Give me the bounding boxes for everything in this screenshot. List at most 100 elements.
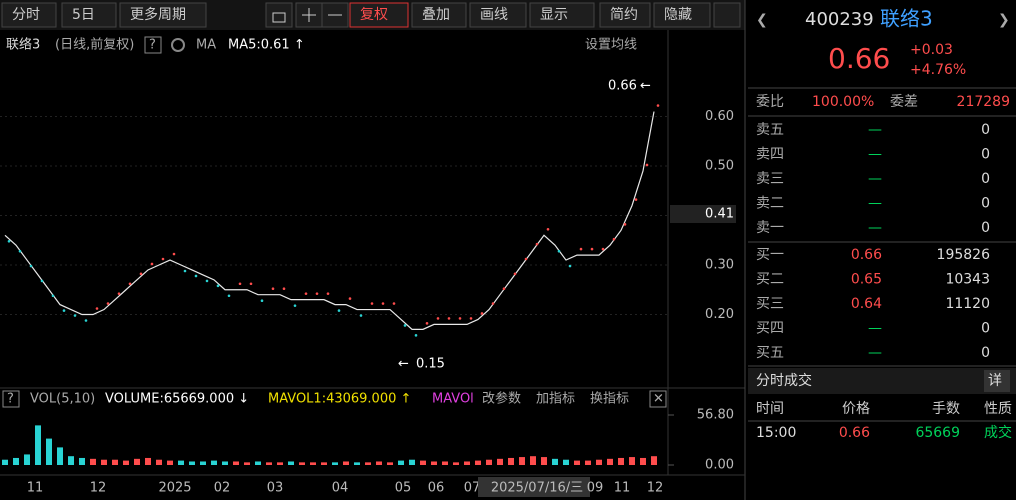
indicator-button[interactable]: 加指标 [536, 392, 575, 407]
price-dot [73, 314, 77, 317]
next-arrow[interactable]: ❯ [998, 12, 1010, 28]
indicator-buttons: 改参数 加指标 换指标 [482, 391, 629, 407]
volume-bar [486, 459, 492, 465]
gear-icon[interactable] [171, 38, 185, 52]
detail-button[interactable] [984, 370, 1010, 392]
y-tick-label: 0.20 [705, 307, 734, 322]
indicator-button[interactable]: 改参数 [482, 391, 521, 407]
volume-bar [35, 425, 41, 465]
book-qty: 0 [981, 345, 990, 361]
tool-button[interactable] [653, 2, 711, 28]
price-dot [414, 334, 418, 337]
x-tick-label: 05 [395, 481, 412, 496]
price-dot [150, 262, 154, 266]
price-dot [260, 299, 264, 303]
tool-button[interactable] [61, 2, 117, 28]
price-dot [238, 282, 242, 286]
volume-bar [629, 457, 635, 465]
price-dot [18, 249, 22, 253]
book-label: 买五 [756, 345, 784, 361]
price-dot [304, 292, 308, 295]
volume-bar [200, 461, 206, 465]
price-dot [227, 294, 231, 298]
lock-button[interactable] [265, 2, 293, 28]
tool-label: 简约 [610, 6, 638, 23]
price-dot [117, 292, 121, 295]
price-dot [95, 307, 99, 310]
price-dot [183, 269, 187, 273]
book-label: 卖二 [756, 196, 784, 212]
book-price: — [868, 321, 882, 337]
volume-bar [233, 461, 239, 465]
x-tick-label: 11 [27, 481, 44, 496]
tool-button[interactable] [529, 2, 595, 28]
price-dot [172, 252, 176, 256]
book-label: 卖三 [756, 171, 784, 187]
trades-col-header: 性质 [984, 401, 1012, 417]
ma-settings[interactable]: 设置均线 [585, 38, 637, 53]
x-tick-label: 12 [90, 481, 107, 496]
weicha-label: 委差 [890, 94, 918, 110]
tool-button[interactable] [349, 2, 409, 28]
prev-arrow[interactable]: ❮ [756, 12, 768, 28]
x-tick-label: 2025/07/16/三 [491, 481, 583, 496]
x-tick-label: 02 [214, 481, 231, 496]
book-label: 买四 [756, 321, 784, 337]
help-icon[interactable] [144, 36, 162, 54]
low-arrow: ← [398, 357, 409, 372]
book-price: — [868, 171, 882, 187]
indicator-button[interactable]: 换指标 [590, 392, 629, 407]
x-tick-label: 2025 [158, 481, 191, 496]
tool-button[interactable] [411, 2, 467, 28]
next-button[interactable] [713, 2, 741, 28]
ma-label: MA [196, 38, 216, 53]
quote-name: 联络3 [880, 7, 933, 31]
price-dot [403, 324, 407, 327]
tool-label: 隐藏 [664, 7, 692, 23]
book-price: — [868, 196, 882, 212]
help-q: ? [7, 392, 14, 407]
tool-label: 更多周期 [130, 6, 186, 23]
volume-bar [651, 456, 657, 465]
volume-bar [288, 461, 294, 465]
book-qty: 0 [981, 321, 990, 337]
tool-button[interactable] [469, 2, 527, 28]
volume-bar [343, 461, 349, 465]
price-dot [282, 287, 286, 291]
low-label: 0.15 [416, 357, 445, 372]
price-dot [29, 264, 33, 268]
y-tick-label: 0.60 [705, 109, 734, 124]
tool-button[interactable] [599, 2, 651, 28]
volume-bar [244, 462, 250, 465]
price-dot [62, 309, 66, 312]
tool-label: 画线 [480, 7, 508, 23]
volume-bar [376, 461, 382, 465]
volume-bar [57, 447, 63, 465]
book-qty: 11120 [945, 296, 990, 312]
volume-bar [574, 460, 580, 465]
trades-cell: 65669 [915, 425, 960, 441]
volume-bar [46, 438, 52, 465]
book-qty: 0 [981, 196, 990, 212]
close-icon[interactable] [649, 390, 667, 408]
tool-button[interactable] [119, 2, 207, 28]
volume-bar [585, 460, 591, 465]
book-price: 0.66 [851, 247, 882, 263]
trades-col-header: 手数 [932, 401, 960, 417]
tool-button[interactable] [1, 2, 57, 28]
price-dot [656, 104, 660, 107]
price-dot [425, 322, 429, 325]
price-dot [436, 317, 440, 320]
volume-bar [310, 462, 316, 465]
trades-col-header: 价格 [842, 401, 870, 417]
price-dot [326, 292, 330, 295]
x-tick-label: 06 [428, 481, 445, 496]
weibi-label: 委比 [756, 94, 784, 110]
volume-bar [453, 462, 459, 465]
price-dot [458, 317, 462, 320]
price-dot [315, 292, 319, 295]
help-icon[interactable] [2, 390, 20, 408]
change: +0.03 [910, 42, 953, 58]
volume-bar [321, 462, 327, 465]
